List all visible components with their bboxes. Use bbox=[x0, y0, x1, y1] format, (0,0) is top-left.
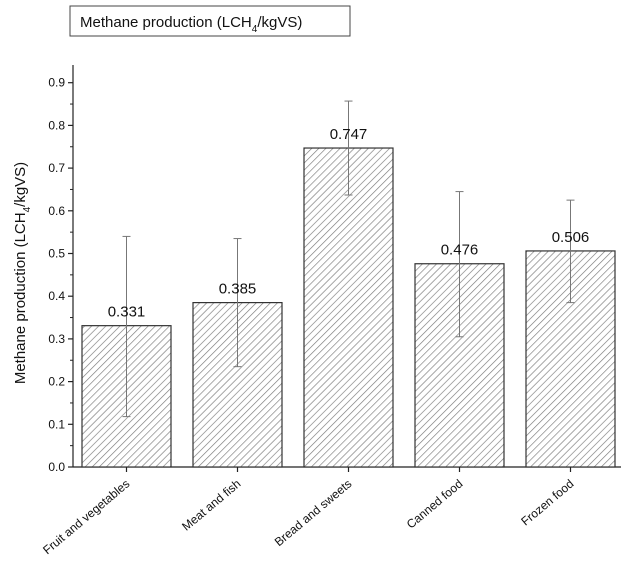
x-tick-label: Frozen food bbox=[518, 477, 576, 529]
y-tick-label: 0.4 bbox=[48, 289, 65, 303]
bar-value-label: 0.331 bbox=[108, 304, 146, 321]
bar-value-label: 0.476 bbox=[441, 242, 479, 259]
y-tick-label: 0.3 bbox=[48, 332, 65, 346]
y-tick-label: 0.9 bbox=[48, 76, 65, 90]
y-tick-label: 0.2 bbox=[48, 375, 65, 389]
y-tick-label: 0.0 bbox=[48, 460, 65, 474]
title-box-frame bbox=[69, 5, 351, 37]
y-tick-label: 0.7 bbox=[48, 161, 65, 175]
y-tick-label: 0.6 bbox=[48, 204, 65, 218]
bar-value-label: 0.385 bbox=[219, 281, 257, 298]
y-tick-label: 0.1 bbox=[48, 417, 65, 431]
y-tick-label: 0.5 bbox=[48, 247, 65, 261]
y-tick-label: 0.8 bbox=[48, 118, 65, 132]
bars bbox=[81, 147, 616, 468]
bar bbox=[303, 147, 394, 468]
error-bars bbox=[122, 100, 575, 418]
value-labels: 0.331 0.385 0.747 0.476 0.506 bbox=[108, 126, 590, 321]
y-ticks: 0.0 0.1 0.2 0.3 0.4 0.5 0.6 0.7 0.8 0.9 bbox=[48, 76, 73, 474]
x-tick-label: Meat and fish bbox=[179, 477, 243, 534]
chart-title: Methane production (LCH4/kgVS) bbox=[80, 14, 302, 35]
x-ticks: Fruit and vegetables Meat and fish Bread a… bbox=[40, 467, 576, 557]
bar-value-label: 0.506 bbox=[552, 229, 590, 246]
x-tick-label: Fruit and vegetables bbox=[40, 477, 132, 558]
chart-title-box: Methane production (LCH4/kgVS) bbox=[69, 5, 351, 37]
x-tick-label: Bread and sweets bbox=[272, 477, 355, 549]
bar-value-label: 0.747 bbox=[330, 126, 368, 143]
y-axis-label: Methane production (LCH4/kgVS) bbox=[12, 162, 33, 384]
x-tick-label: Canned food bbox=[404, 477, 466, 532]
